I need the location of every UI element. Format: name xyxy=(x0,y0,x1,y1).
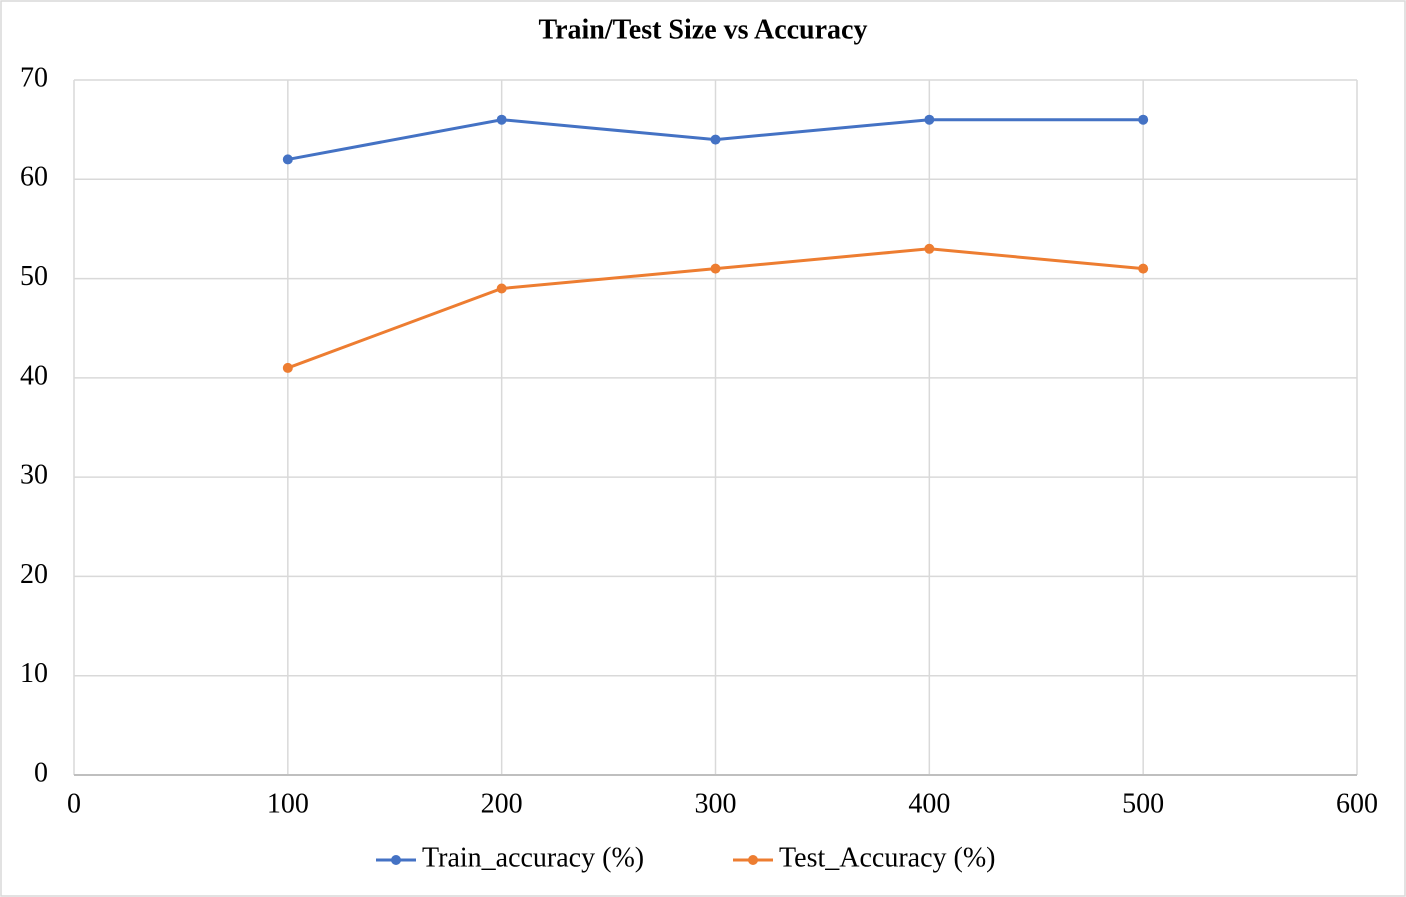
x-tick-label: 200 xyxy=(481,788,523,819)
data-point xyxy=(496,114,507,125)
y-tick-label: 30 xyxy=(20,460,48,491)
data-point xyxy=(1138,263,1149,274)
x-tick-label: 100 xyxy=(267,788,309,819)
data-point xyxy=(710,263,721,274)
y-tick-label: 20 xyxy=(20,559,48,590)
legend-label: Test_Accuracy (%) xyxy=(779,842,995,873)
y-tick-label: 70 xyxy=(20,62,48,93)
legend-marker xyxy=(748,855,758,865)
y-tick-label: 40 xyxy=(20,360,48,391)
data-point xyxy=(282,362,293,373)
data-point xyxy=(924,114,935,125)
data-point xyxy=(924,243,935,254)
x-tick-label: 300 xyxy=(695,788,737,819)
legend-label: Train_accuracy (%) xyxy=(422,842,644,873)
y-tick-label: 60 xyxy=(20,162,48,193)
x-tick-label: 0 xyxy=(67,788,81,819)
y-tick-label: 0 xyxy=(34,757,48,788)
y-tick-label: 10 xyxy=(20,658,48,689)
x-tick-label: 400 xyxy=(908,788,950,819)
y-tick-label: 50 xyxy=(20,261,48,292)
data-point xyxy=(1138,114,1149,125)
data-point xyxy=(496,283,507,294)
data-point xyxy=(710,134,721,145)
legend-marker xyxy=(391,855,401,865)
chart-title: Train/Test Size vs Accuracy xyxy=(539,14,868,45)
data-point xyxy=(282,154,293,165)
x-tick-label: 600 xyxy=(1336,788,1378,819)
x-tick-label: 500 xyxy=(1122,788,1164,819)
